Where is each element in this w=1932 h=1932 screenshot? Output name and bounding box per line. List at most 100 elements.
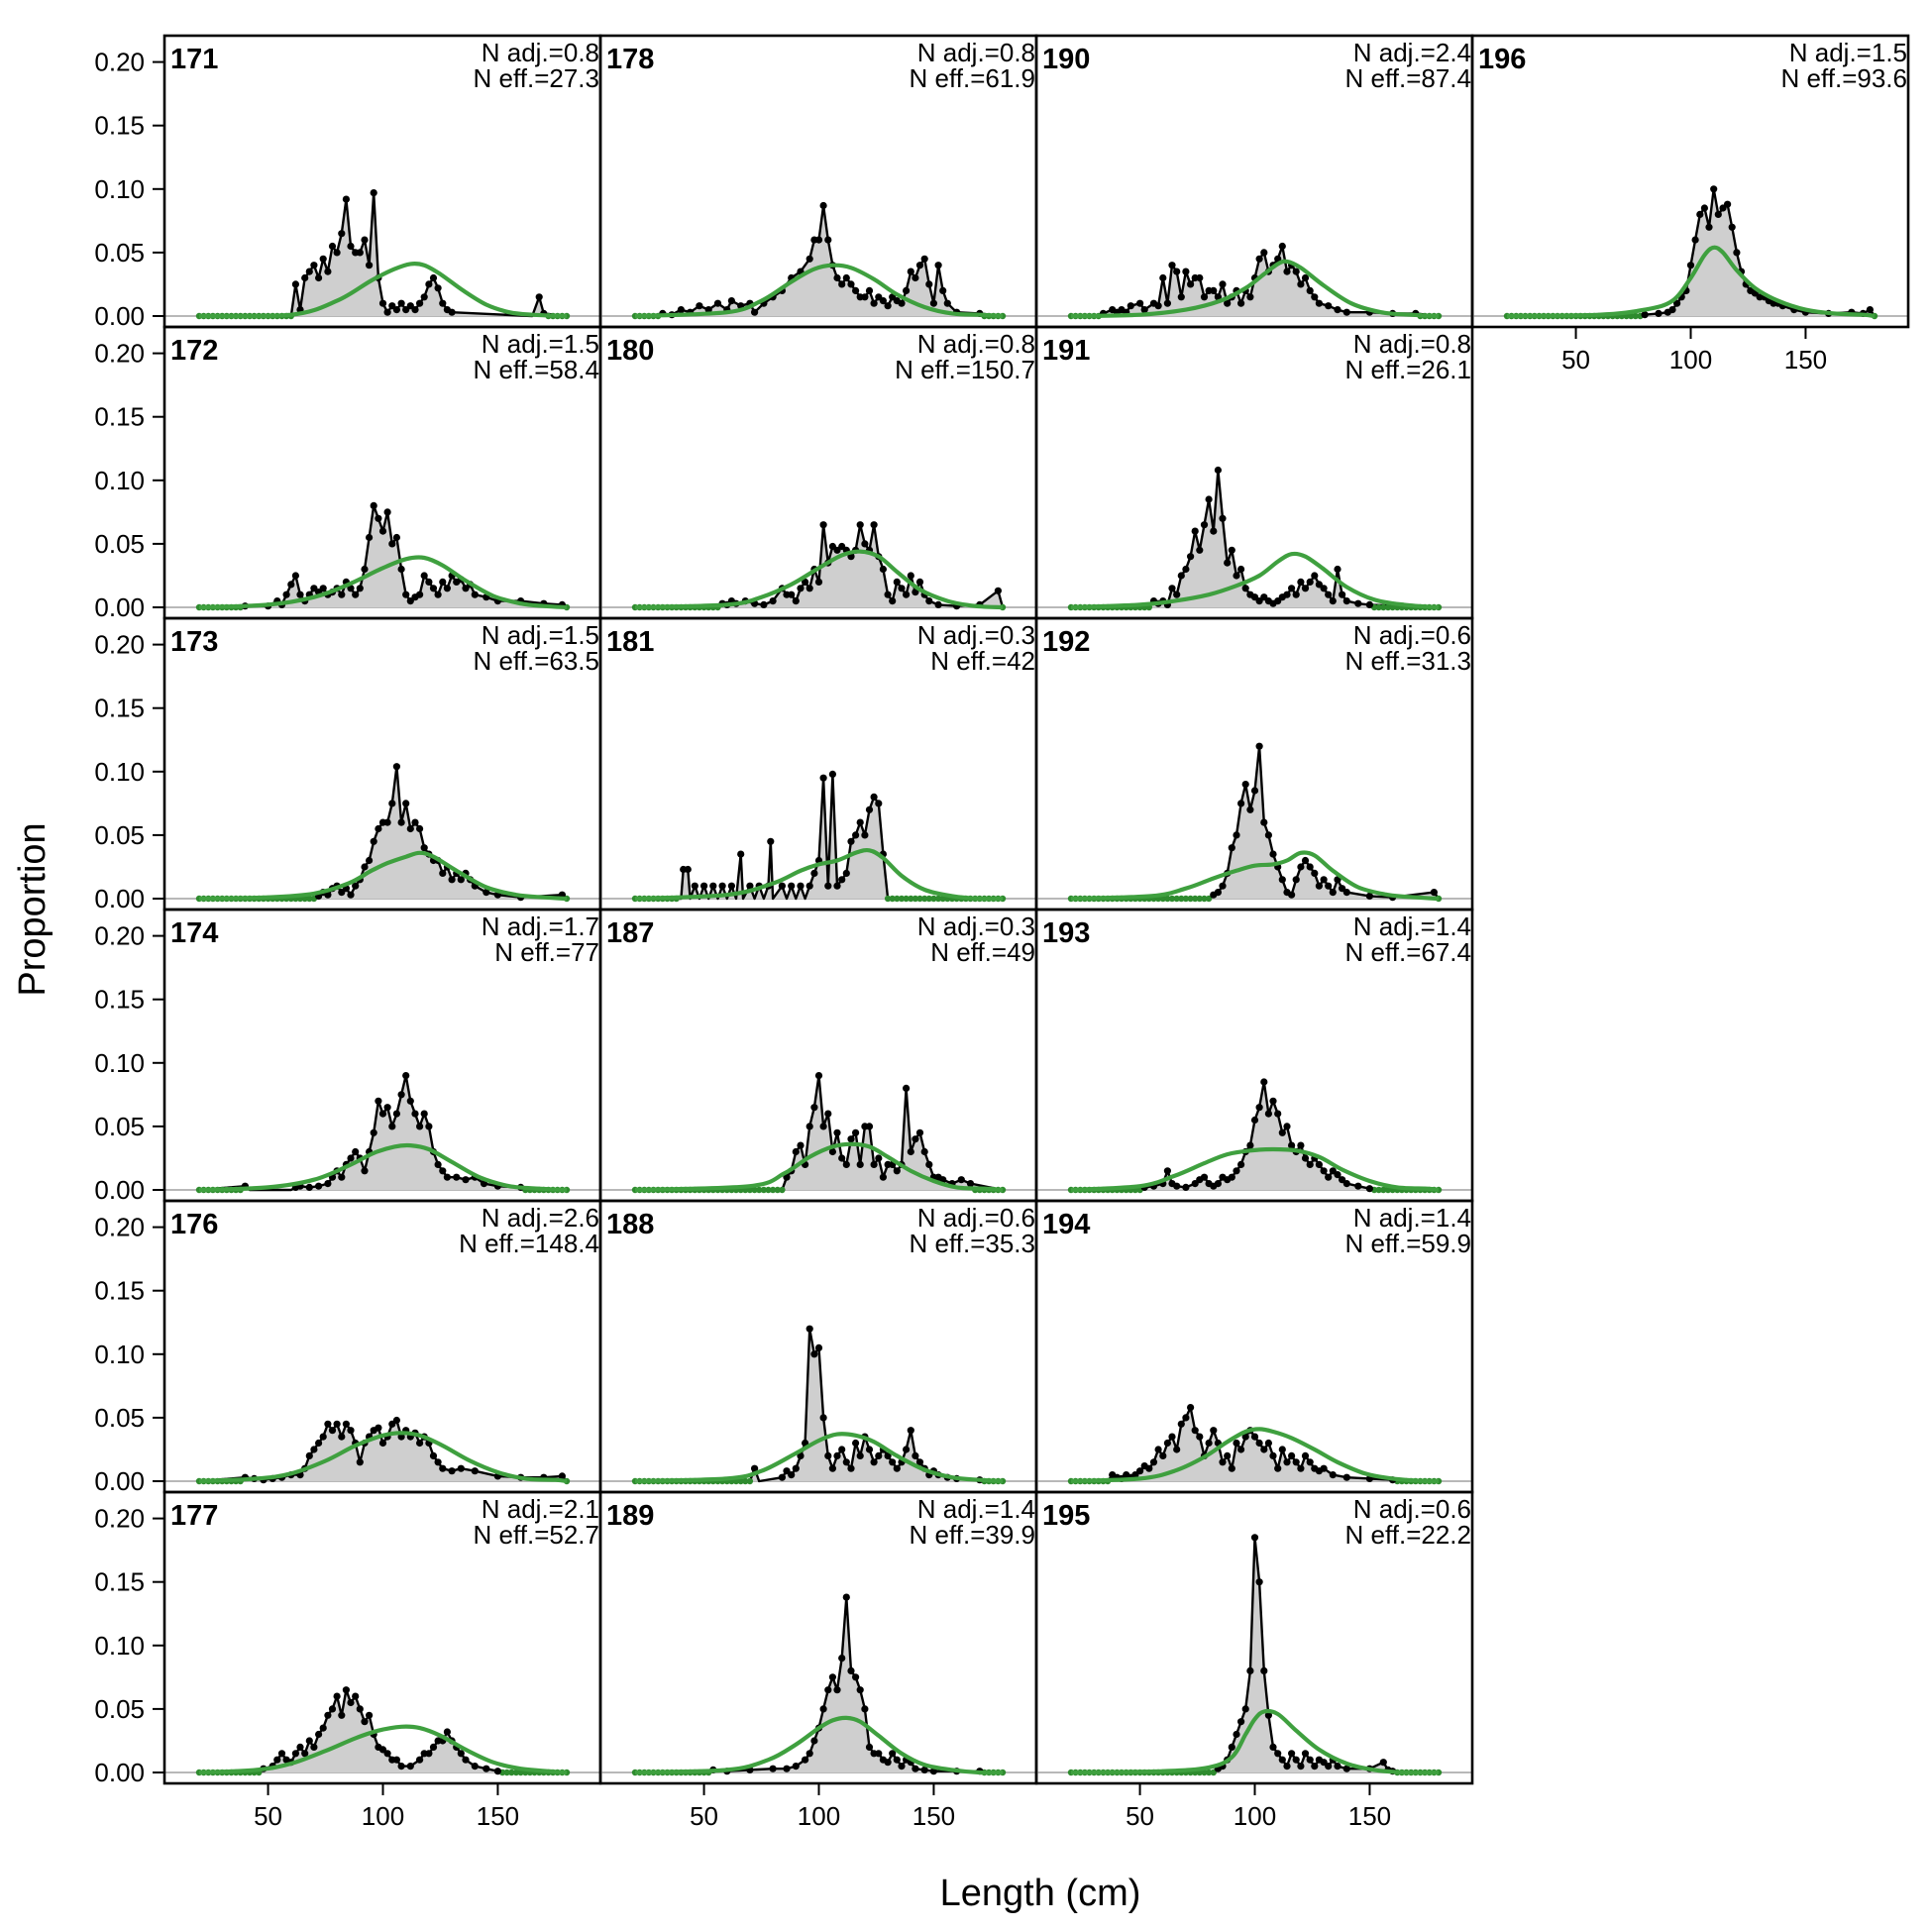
panel-191: 191 N adj.=0.8N eff.=26.1 xyxy=(1034,325,1474,620)
observed-point xyxy=(1228,1173,1235,1181)
observed-point xyxy=(352,1692,360,1700)
observed-point xyxy=(898,585,906,592)
observed-point xyxy=(1325,590,1333,598)
observed-point xyxy=(1210,286,1218,294)
y-tick-label: 0.15 xyxy=(94,111,145,141)
observed-point xyxy=(315,1439,323,1448)
observed-point xyxy=(1224,559,1232,567)
observed-point xyxy=(833,1451,841,1459)
observed-area xyxy=(199,1075,567,1190)
observed-point xyxy=(1182,565,1190,574)
observed-point xyxy=(1379,1759,1387,1767)
observed-point xyxy=(810,869,818,878)
observed-point xyxy=(1384,603,1392,611)
panel-label: 181 xyxy=(606,626,654,658)
observed-point xyxy=(375,1424,382,1432)
observed-point xyxy=(1297,1763,1305,1771)
observed-point xyxy=(324,891,332,899)
x-tick-label: 150 xyxy=(1784,345,1827,375)
observed-point xyxy=(1159,273,1167,282)
panel-label: 191 xyxy=(1042,335,1090,367)
panel-label: 187 xyxy=(606,917,654,949)
observed-point xyxy=(1306,863,1314,871)
observed-point xyxy=(356,1705,364,1713)
observed-point xyxy=(471,1763,479,1771)
observed-point xyxy=(838,876,846,884)
observed-point xyxy=(929,299,938,307)
observed-point xyxy=(448,1467,456,1475)
panel-label: 189 xyxy=(606,1500,654,1532)
observed-point xyxy=(1205,495,1213,503)
observed-point xyxy=(912,895,919,903)
observed-point xyxy=(1292,1756,1300,1764)
observed-point xyxy=(1301,273,1310,282)
panel-label: 196 xyxy=(1478,44,1526,75)
observed-point xyxy=(296,1743,304,1751)
observed-point xyxy=(356,1458,364,1466)
observed-point xyxy=(287,581,295,589)
observed-point xyxy=(310,1446,318,1453)
observed-point xyxy=(1264,1110,1272,1118)
n-adj-label: N adj.=1.5 xyxy=(482,329,599,359)
y-tick-label: 0.05 xyxy=(94,1403,145,1433)
observed-point xyxy=(1250,1433,1259,1441)
observed-point xyxy=(842,1593,850,1601)
observed-point xyxy=(742,1477,749,1485)
observed-point xyxy=(1214,1180,1222,1188)
observed-area xyxy=(1071,470,1439,607)
n-adj-label: N adj.=0.8 xyxy=(917,38,1035,67)
observed-point xyxy=(1311,1763,1319,1771)
observed-point xyxy=(1329,889,1337,897)
observed-point xyxy=(370,837,377,845)
observed-point xyxy=(1292,268,1300,275)
expected-line xyxy=(634,1715,1004,1775)
observed-point xyxy=(1365,600,1373,609)
observed-point xyxy=(1311,572,1319,580)
observed-point xyxy=(788,1471,796,1479)
observed-point xyxy=(1237,1446,1245,1453)
observed-point xyxy=(1210,1769,1218,1776)
observed-point xyxy=(1196,546,1204,554)
observed-point xyxy=(1311,869,1319,878)
observed-point xyxy=(366,533,374,542)
y-tick-label: 0.05 xyxy=(94,1112,145,1141)
observed-point xyxy=(1269,1743,1277,1751)
observed-point xyxy=(1334,306,1342,314)
observed-line xyxy=(1071,469,1440,609)
observed-point xyxy=(925,1160,933,1168)
panel-180: 180 N adj.=0.8N eff.=150.7 xyxy=(598,325,1038,620)
observed-point xyxy=(915,1128,924,1136)
x-tick-label: 50 xyxy=(254,1801,282,1831)
observed-point xyxy=(865,1446,874,1453)
observed-point xyxy=(1255,1104,1263,1112)
n-eff-label: N eff.=49 xyxy=(930,937,1035,967)
observed-point xyxy=(347,1698,355,1707)
observed-point xyxy=(778,1473,787,1481)
observed-point xyxy=(907,1147,914,1156)
observed-point xyxy=(907,572,914,580)
observed-point xyxy=(301,1750,309,1758)
observed-point xyxy=(805,1750,813,1758)
observed-point xyxy=(291,572,299,580)
y-tick-label: 0.10 xyxy=(94,466,145,495)
observed-point xyxy=(429,585,438,592)
observed-point xyxy=(328,1705,337,1713)
panel-label: 174 xyxy=(170,917,218,949)
observed-point xyxy=(833,1128,841,1136)
panel-173: 173 N adj.=1.5N eff.=63.5 0.00 0.05 0.10 0.15… xyxy=(94,616,602,913)
n-eff-label: N eff.=67.4 xyxy=(1345,937,1471,967)
observed-point xyxy=(943,299,951,307)
observed-point xyxy=(792,1147,800,1156)
observed-point xyxy=(1191,1427,1199,1435)
panel-176: 176 N adj.=2.6N eff.=148.4 0.00 0.05 0.10 0.1… xyxy=(94,1199,602,1496)
observed-point xyxy=(462,1756,470,1764)
observed-point xyxy=(1140,306,1148,314)
observed-point xyxy=(310,262,318,269)
y-tick-label: 0.00 xyxy=(94,1175,145,1205)
observed-point xyxy=(411,306,419,314)
observed-point xyxy=(416,824,424,833)
y-tick-label: 0.15 xyxy=(94,1276,145,1306)
observed-point xyxy=(1733,249,1741,257)
observed-point xyxy=(828,1464,837,1472)
observed-point xyxy=(406,824,414,833)
